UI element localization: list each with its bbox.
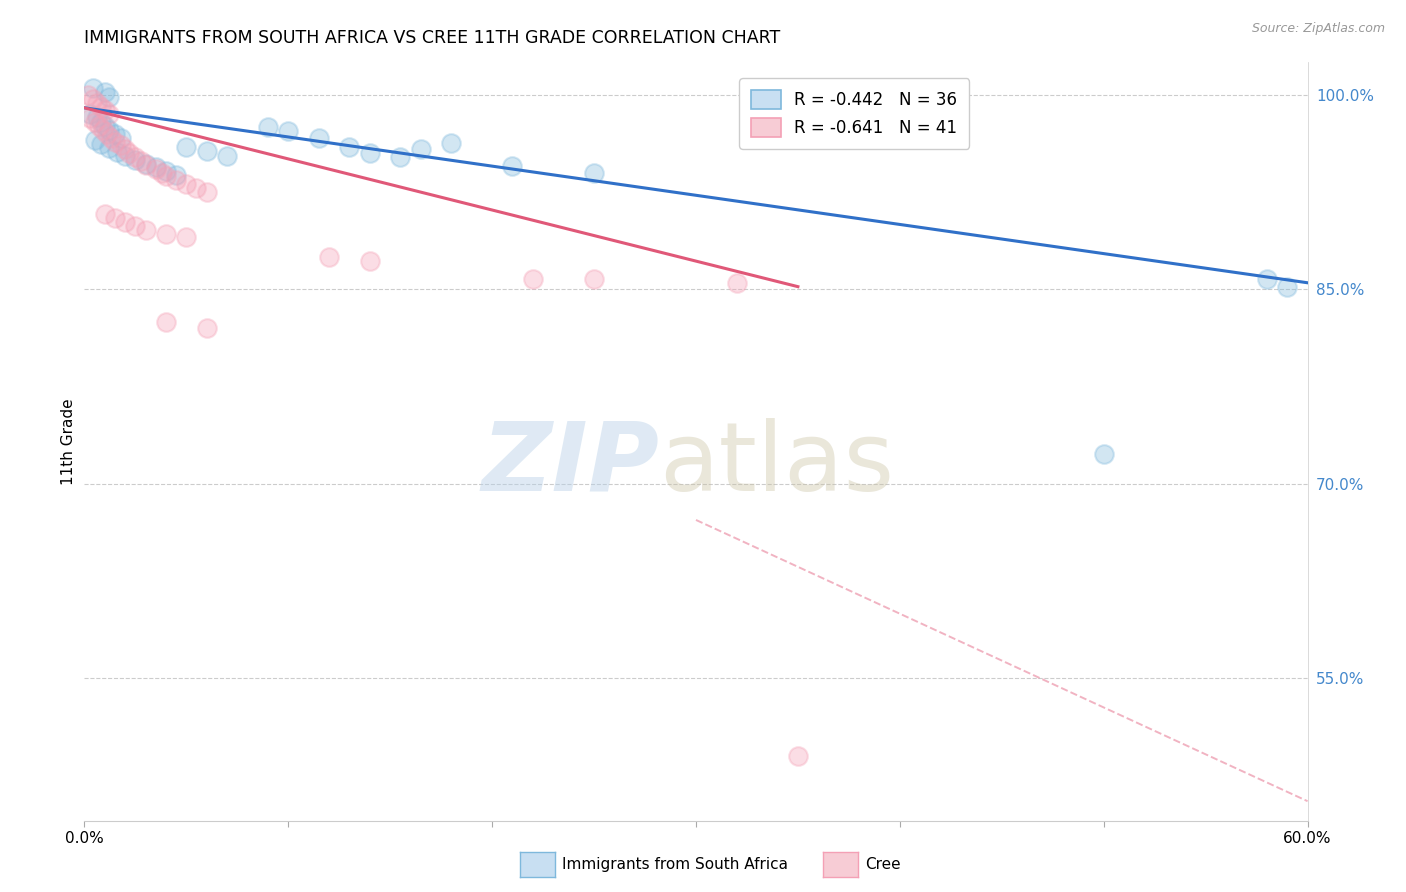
Point	[583, 272, 606, 286]
Point	[440, 136, 463, 150]
Point	[114, 142, 136, 156]
Point	[318, 250, 340, 264]
Text: IMMIGRANTS FROM SOUTH AFRICA VS CREE 11TH GRADE CORRELATION CHART: IMMIGRANTS FROM SOUTH AFRICA VS CREE 11T…	[84, 29, 780, 47]
Point	[86, 110, 108, 124]
Point	[131, 153, 153, 168]
Point	[339, 139, 361, 153]
Point	[104, 211, 127, 225]
Point	[100, 130, 122, 145]
Point	[91, 123, 114, 137]
Point	[93, 207, 115, 221]
Point	[93, 119, 115, 133]
Point	[1277, 279, 1299, 293]
Point	[82, 81, 104, 95]
Point	[389, 150, 412, 164]
Point	[155, 164, 177, 178]
Point	[96, 127, 118, 141]
Point	[135, 222, 157, 236]
Point	[583, 166, 606, 180]
Point	[155, 169, 177, 184]
Point	[93, 103, 115, 118]
Point	[135, 158, 157, 172]
Point	[97, 107, 120, 121]
Point	[124, 153, 146, 167]
Point	[174, 178, 197, 192]
Point	[97, 123, 120, 137]
Point	[124, 150, 146, 164]
Point	[77, 87, 100, 102]
Point	[522, 272, 544, 286]
Legend: R = -0.442   N = 36, R = -0.641   N = 41: R = -0.442 N = 36, R = -0.641 N = 41	[740, 78, 969, 149]
Point	[105, 145, 128, 159]
Point	[359, 253, 381, 268]
Point	[308, 130, 330, 145]
Point	[97, 141, 120, 155]
Point	[90, 99, 112, 113]
Point	[118, 146, 141, 161]
Point	[1256, 272, 1278, 286]
Point	[104, 135, 127, 149]
Point	[174, 230, 197, 244]
Point	[155, 227, 177, 241]
Point	[79, 111, 101, 125]
Text: ZIP: ZIP	[481, 417, 659, 511]
Point	[90, 115, 112, 129]
Point	[114, 149, 136, 163]
Point	[165, 168, 187, 182]
Y-axis label: 11th Grade: 11th Grade	[60, 398, 76, 485]
Point	[97, 90, 120, 104]
Text: Cree: Cree	[865, 857, 900, 871]
Point	[195, 185, 218, 199]
Text: Immigrants from South Africa: Immigrants from South Africa	[562, 857, 789, 871]
Point	[135, 156, 157, 170]
Point	[155, 315, 177, 329]
Point	[186, 181, 208, 195]
Point	[174, 139, 197, 153]
Point	[787, 748, 810, 763]
Point	[502, 159, 524, 173]
Point	[83, 133, 105, 147]
Point	[409, 142, 432, 156]
Point	[359, 146, 381, 161]
Point	[145, 161, 167, 175]
Point	[217, 149, 239, 163]
Point	[93, 85, 115, 99]
Text: Source: ZipAtlas.com: Source: ZipAtlas.com	[1251, 22, 1385, 36]
Point	[104, 127, 127, 141]
Point	[83, 115, 105, 129]
Point	[82, 92, 104, 106]
Point	[86, 95, 108, 110]
Point	[79, 107, 101, 121]
Point	[87, 119, 110, 133]
Point	[277, 124, 299, 138]
Point	[124, 219, 146, 233]
Text: atlas: atlas	[659, 417, 894, 511]
Point	[145, 161, 167, 176]
Point	[725, 276, 748, 290]
Point	[195, 144, 218, 158]
Point	[110, 138, 132, 153]
Point	[114, 215, 136, 229]
Point	[165, 173, 187, 187]
Point	[195, 321, 218, 335]
Point	[257, 120, 280, 135]
Point	[150, 166, 173, 180]
Point	[1092, 447, 1115, 461]
Point	[110, 130, 132, 145]
Point	[90, 137, 112, 152]
